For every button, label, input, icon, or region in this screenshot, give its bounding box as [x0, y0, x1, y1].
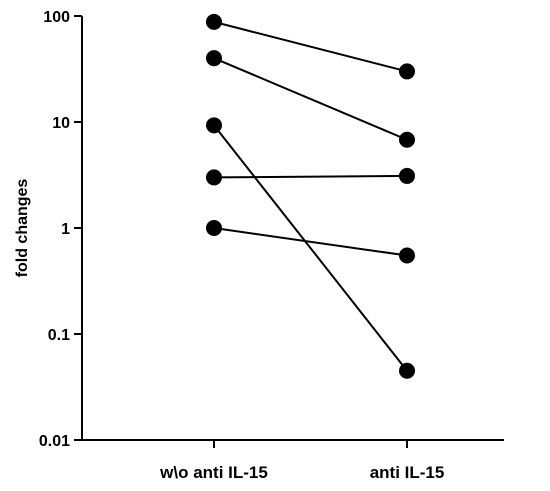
- y-tick-label: 0.01: [39, 433, 70, 450]
- x-category-label: w\o anti IL-15: [159, 463, 268, 482]
- data-point: [206, 50, 222, 67]
- series-2: [206, 50, 415, 148]
- series-layer: [206, 13, 415, 379]
- y-ticks: 0.01 0.1 1 10 100: [39, 9, 82, 450]
- series-1: [206, 13, 415, 80]
- data-point: [399, 362, 415, 379]
- series-line: [213, 20, 408, 73]
- series-line: [213, 227, 408, 257]
- data-point: [399, 247, 415, 264]
- series-line: [213, 174, 408, 179]
- data-point: [399, 63, 415, 80]
- data-point: [399, 167, 415, 184]
- data-point: [399, 131, 415, 148]
- data-point: [206, 13, 222, 30]
- y-tick-label: 0.1: [48, 327, 70, 344]
- data-point: [206, 169, 222, 186]
- y-tick-label: 100: [43, 9, 70, 26]
- data-point: [206, 220, 222, 236]
- axes: [81, 16, 504, 441]
- data-point: [206, 117, 222, 134]
- x-category-label: anti IL-15: [370, 463, 445, 482]
- series-5: [206, 220, 415, 264]
- x-ticks: w\o anti IL-15 anti IL-15: [159, 440, 444, 482]
- series-4: [206, 167, 415, 186]
- y-axis-title: fold changes: [14, 179, 31, 278]
- y-tick-label: 1: [61, 221, 70, 238]
- series-3: [206, 117, 415, 379]
- y-tick-label: 10: [52, 115, 70, 132]
- series-line: [213, 57, 408, 141]
- series-line: [213, 124, 408, 372]
